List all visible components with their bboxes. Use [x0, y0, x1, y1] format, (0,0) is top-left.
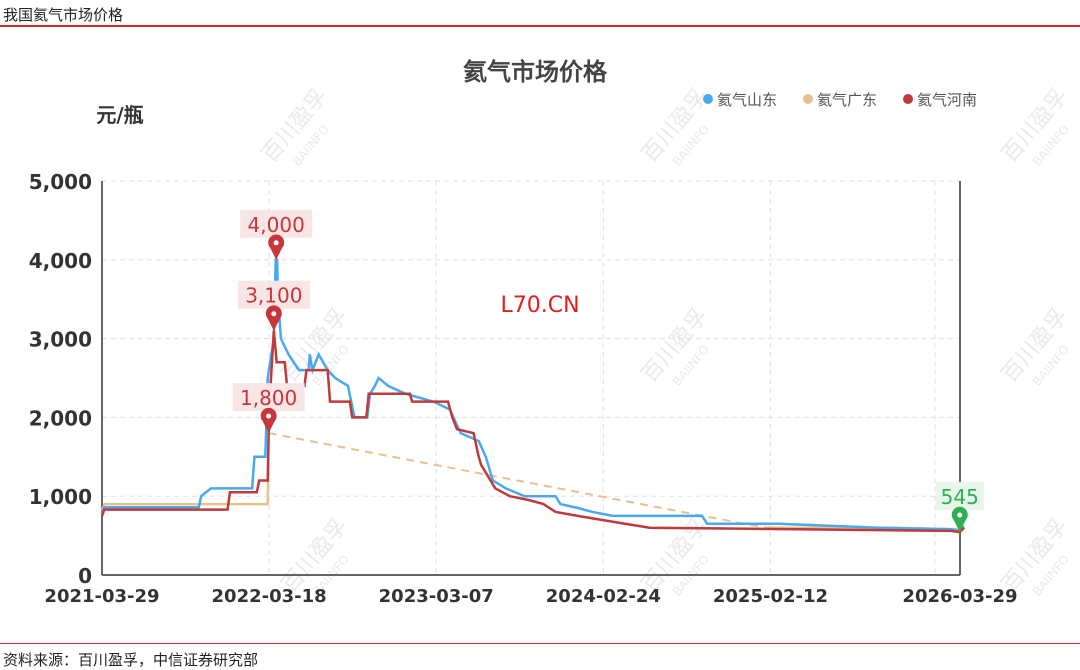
- markpoint-label-bg: [232, 383, 305, 412]
- markpoint-label: 3,100: [245, 284, 302, 308]
- map-pin-icon: [265, 305, 282, 331]
- y-axis-unit: 元/瓶: [96, 103, 143, 127]
- x-tick-label: 2025-02-12: [713, 586, 828, 607]
- markpoint-label: 4,000: [248, 213, 305, 237]
- map-pin-dot: [266, 413, 272, 419]
- markpoint-label-bg: [237, 280, 310, 309]
- header-divider: [0, 25, 1080, 27]
- y-tick-label: 2,000: [29, 406, 92, 430]
- legend-marker: [903, 94, 913, 104]
- map-pin-icon: [260, 407, 277, 434]
- legend-marker: [703, 94, 713, 104]
- legend-label: 氦气广东: [817, 91, 877, 109]
- series-line-1: [100, 433, 270, 511]
- series-gap-dashed-1: [268, 432, 766, 529]
- x-tick-label: 2021-03-29: [44, 586, 159, 607]
- overlay-watermark: L70.CN: [500, 293, 579, 318]
- map-pin-dot: [273, 240, 279, 246]
- y-tick-label: 3,000: [29, 328, 92, 352]
- markpoint-label-bg: [935, 482, 984, 511]
- source-note: 资料来源：百川盈孚，中信证券研究部: [3, 651, 259, 669]
- series-line-2: [100, 330, 965, 534]
- legend-label: 氦气河南: [917, 91, 977, 109]
- x-tick-label: 2024-02-24: [546, 586, 661, 607]
- map-pin-icon: [951, 506, 968, 533]
- markpoint-label-bg: [240, 209, 313, 238]
- x-tick-label: 2023-03-07: [379, 586, 494, 607]
- y-tick-label: 4,000: [29, 249, 92, 273]
- markpoint-label: 1,800: [240, 386, 297, 410]
- y-tick-label: 1,000: [29, 485, 92, 509]
- map-pin-dot: [271, 311, 277, 317]
- section-title: 我国氦气市场价格: [3, 6, 124, 24]
- x-tick-label: 2026-03-29: [902, 586, 1017, 607]
- footer-divider: [0, 643, 1080, 644]
- y-tick-label: 0: [78, 564, 92, 588]
- map-pin-dot: [957, 512, 963, 518]
- legend-label: 氦气山东: [717, 91, 777, 109]
- chart-title: 氦气市场价格: [463, 58, 608, 86]
- map-pin-icon: [268, 234, 285, 260]
- x-tick-label: 2022-03-18: [212, 586, 327, 607]
- legend-marker: [803, 94, 813, 104]
- y-tick-label: 5,000: [29, 170, 92, 194]
- markpoint-label: 545: [941, 485, 979, 509]
